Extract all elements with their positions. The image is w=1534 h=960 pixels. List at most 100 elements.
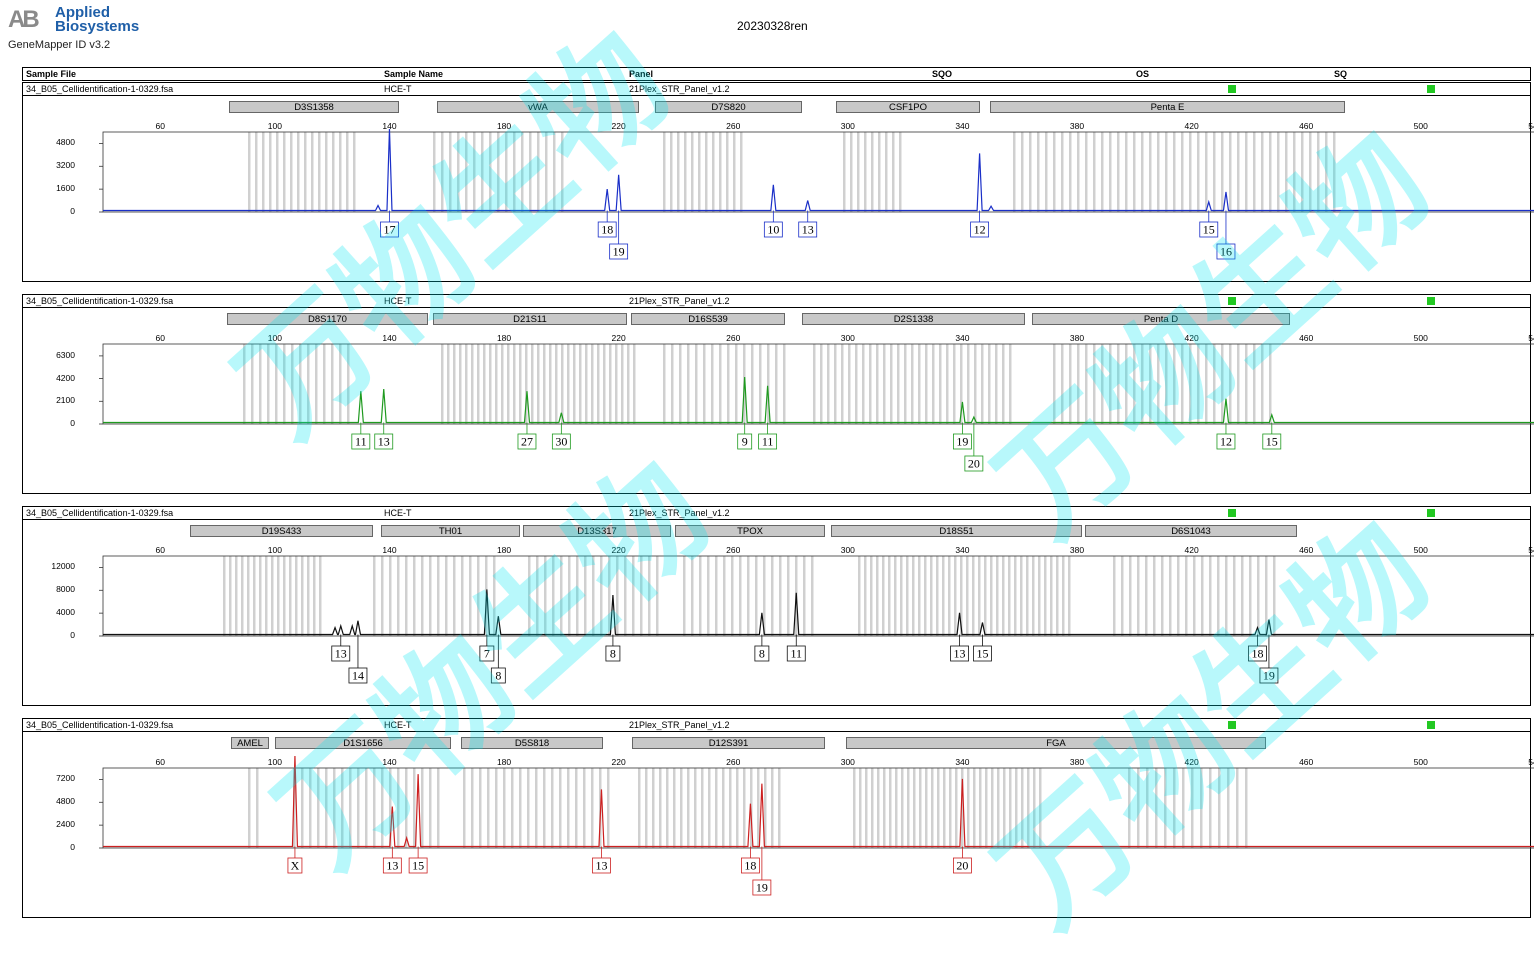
y-tick-label: 12000 [51, 561, 75, 572]
allele-call-label: 12 [1220, 435, 1232, 449]
allele-bin [1241, 556, 1244, 636]
allele-bin [1237, 344, 1240, 424]
x-tick-label: 140 [382, 121, 397, 131]
allele-bin [687, 344, 690, 424]
allele-bin [465, 132, 468, 212]
marker-d13s317[interactable]: D13S317 [523, 525, 671, 537]
allele-bin [1033, 768, 1036, 848]
allele-bin [579, 344, 582, 424]
x-tick-label: 500 [1413, 333, 1428, 343]
marker-d8s1170[interactable]: D8S1170 [227, 313, 428, 325]
allele-bin [311, 132, 314, 212]
plot-frame [102, 131, 1534, 213]
sample-info-row[interactable]: 34_B05_Cellidentification-1-0329.fsa HCE-… [23, 719, 1530, 732]
col-panel[interactable]: Panel [629, 69, 654, 79]
marker-tpox[interactable]: TPOX [675, 525, 825, 537]
sample-info-row[interactable]: 34_B05_Cellidentification-1-0329.fsa HCE-… [23, 295, 1530, 308]
allele-bin [229, 556, 232, 636]
y-tick-label: 2400 [56, 819, 75, 830]
allele-call-label: 10 [767, 223, 779, 237]
allele-bin [585, 344, 588, 424]
marker-amel[interactable]: AMEL [231, 737, 269, 749]
allele-call-label: 16 [1220, 245, 1232, 259]
allele-bin [259, 344, 262, 424]
allele-bin [677, 132, 680, 212]
marker-d16s539[interactable]: D16S539 [631, 313, 785, 325]
allele-bin [680, 768, 683, 848]
allele-bin [1085, 132, 1088, 212]
col-sqo[interactable]: SQO [932, 69, 953, 79]
marker-csf1po[interactable]: CSF1PO [836, 101, 980, 113]
allele-bin [259, 556, 262, 636]
allele-call-box [609, 243, 629, 260]
col-os[interactable]: OS [1136, 69, 1150, 79]
marker-d6s1043[interactable]: D6S1043 [1085, 525, 1297, 537]
allele-bin [1169, 556, 1172, 636]
allele-bin [871, 132, 874, 212]
allele-bin [627, 344, 630, 424]
allele-bin [433, 132, 436, 212]
allele-bin [465, 344, 468, 424]
allele-bin [397, 556, 400, 636]
allele-bin [747, 556, 750, 636]
marker-d2s1338[interactable]: D2S1338 [802, 313, 1025, 325]
marker-d18s51[interactable]: D18S51 [831, 525, 1082, 537]
x-tick-label: 340 [955, 333, 970, 343]
allele-bin [1045, 132, 1048, 212]
allele-bin [1265, 556, 1268, 636]
allele-call-box [551, 433, 571, 450]
marker-d7s820[interactable]: D7S820 [655, 101, 802, 113]
marker-d3s1358[interactable]: D3S1358 [229, 101, 399, 113]
sample-info-row[interactable]: 34_B05_Cellidentification-1-0329.fsa HCE-… [23, 83, 1530, 96]
col-sq[interactable]: SQ [1334, 69, 1348, 79]
marker-penta-e[interactable]: Penta E [990, 101, 1345, 113]
electropherogram-panel-red: 34_B05_Cellidentification-1-0329.fsa HCE-… [22, 718, 1534, 918]
os-status-indicator [1228, 85, 1236, 93]
allele-bin [1137, 556, 1140, 636]
allele-call-box [287, 857, 303, 874]
allele-call-box [351, 433, 371, 450]
marker-d19s433[interactable]: D19S433 [190, 525, 373, 537]
allele-bin [869, 344, 872, 424]
allele-bin [299, 344, 302, 424]
marker-d12s391[interactable]: D12S391 [632, 737, 825, 749]
marker-penta-d[interactable]: Penta D [1032, 313, 1290, 325]
col-sample-file[interactable]: Sample File [26, 69, 77, 79]
allele-bin [864, 132, 867, 212]
allele-bin [1189, 344, 1192, 424]
allele-call-box [741, 857, 760, 874]
marker-d21s11[interactable]: D21S11 [433, 313, 627, 325]
allele-bin [930, 556, 933, 636]
allele-bin [313, 556, 316, 636]
sample-info-row[interactable]: 34_B05_Cellidentification-1-0329.fsa HCE-… [23, 507, 1530, 520]
allele-call-box [408, 857, 428, 874]
allele-bin [333, 768, 336, 848]
allele-bin [1173, 344, 1176, 424]
allele-bin [291, 344, 294, 424]
allele-bin [736, 768, 739, 848]
allele-bin [373, 556, 376, 636]
marker-d5s818[interactable]: D5S818 [461, 737, 603, 749]
allele-bin [937, 768, 940, 848]
allele-bin [307, 556, 310, 636]
allele-bin [561, 344, 564, 424]
marker-d1s1656[interactable]: D1S1656 [275, 737, 451, 749]
marker-fga[interactable]: FGA [846, 737, 1266, 749]
x-tick-label: 140 [382, 545, 397, 555]
allele-call-label: 11 [790, 647, 802, 661]
marker-th01[interactable]: TH01 [381, 525, 520, 537]
col-sample-name[interactable]: Sample Name [384, 69, 444, 79]
allele-bin [1027, 768, 1030, 848]
allele-bin [763, 556, 766, 636]
allele-bin [1205, 132, 1208, 212]
allele-bin [511, 768, 514, 848]
allele-bin [764, 768, 767, 848]
y-tick-label: 6300 [56, 349, 75, 360]
allele-bin [913, 768, 916, 848]
allele-call-label: 17 [383, 223, 395, 237]
allele-bin [560, 556, 563, 636]
allele-bin [1261, 344, 1264, 424]
allele-bin [1032, 556, 1035, 636]
marker-vwa[interactable]: vWA [437, 101, 639, 113]
allele-bin [537, 132, 540, 212]
